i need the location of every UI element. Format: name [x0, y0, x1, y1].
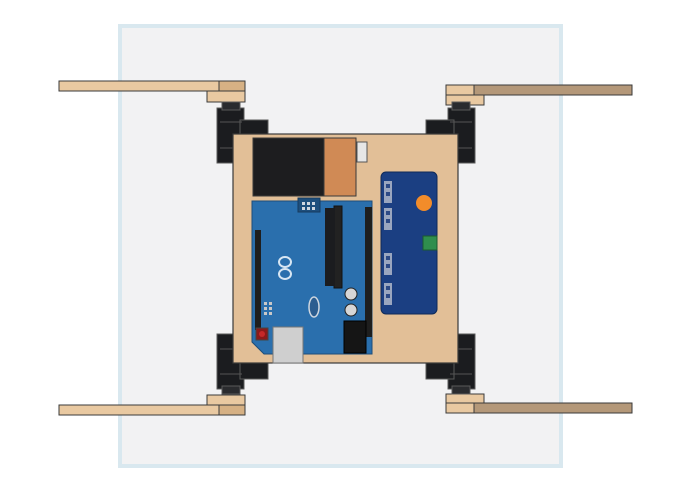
- leg-front-right: [445, 84, 633, 106]
- servo-driver-board: [380, 171, 438, 315]
- servo-rear-left: [216, 333, 269, 395]
- leg-rear-left: [58, 394, 246, 416]
- arduino-board: [251, 197, 373, 364]
- leg-front-left: [58, 80, 246, 103]
- leg-rear-right: [445, 393, 633, 414]
- battery-pack: [252, 137, 368, 197]
